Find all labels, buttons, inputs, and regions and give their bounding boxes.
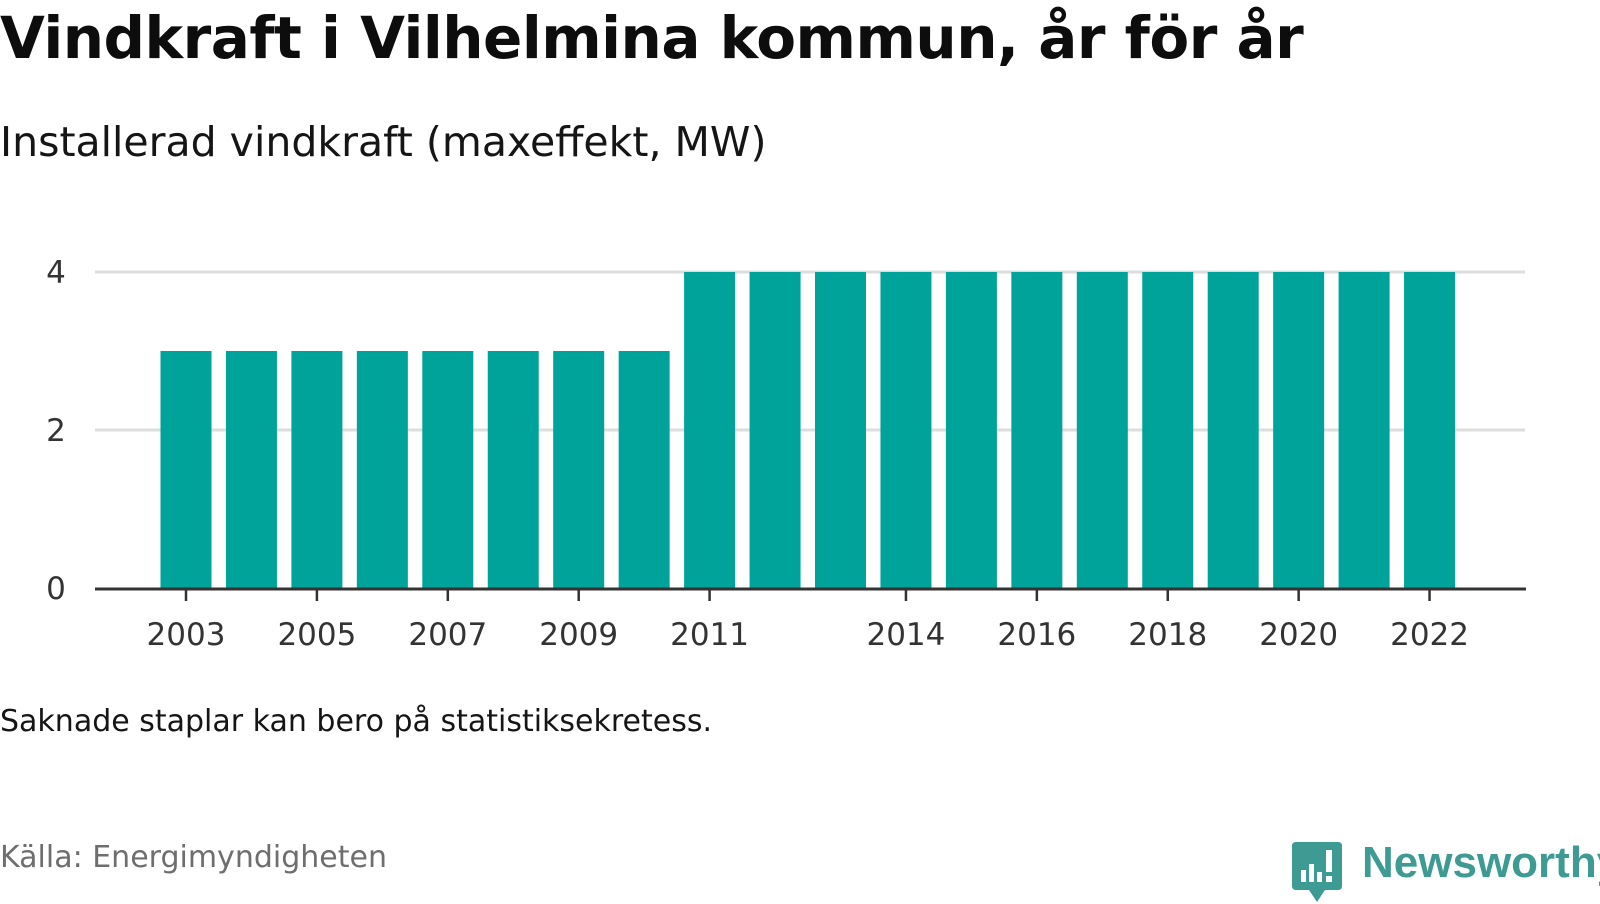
x-tick-label: 2018 [1128, 617, 1207, 653]
axes: 0 2 4 2003 2005 2007 2009 2011 2014 2016 2018 2020 2… [46, 255, 1526, 653]
bar-2021 [1338, 272, 1390, 588]
y-tick-label: 0 [46, 571, 66, 607]
bar-2013 [815, 272, 866, 588]
bar-2016 [1011, 272, 1063, 588]
bar-2006 [356, 351, 408, 588]
x-tick-label: 2003 [147, 617, 226, 653]
brand-name: Newsworthy [1362, 838, 1600, 887]
x-tick-label: 2005 [277, 617, 356, 653]
x-tick-label: 2011 [670, 617, 749, 653]
bar-2007 [422, 351, 474, 588]
bar-2014 [880, 272, 932, 588]
bar-2009 [553, 351, 605, 588]
bar-2018 [1142, 272, 1194, 588]
chart-subtitle: Installerad vindkraft (maxeffekt, MW) [0, 118, 767, 166]
bar-2003 [160, 351, 212, 588]
bars [160, 272, 1456, 588]
bar-2017 [1076, 272, 1128, 588]
bar-2011 [684, 272, 736, 588]
x-tick-label: 2022 [1390, 617, 1469, 653]
x-tick-label: 2007 [408, 617, 487, 653]
bar-2022 [1404, 272, 1456, 588]
x-tick-label: 2014 [866, 617, 945, 653]
bar-2019 [1207, 272, 1259, 588]
x-tick-label: 2020 [1259, 617, 1338, 653]
source-label: Källa: Energimyndigheten [0, 840, 387, 875]
chart-title: Vindkraft i Vilhelmina kommun, år för år [0, 4, 1304, 72]
x-tick-label: 2016 [997, 617, 1076, 653]
brand-logo: Newsworthy [1292, 838, 1600, 904]
bar-2005 [291, 351, 343, 588]
newsworthy-logo-icon [1292, 842, 1342, 902]
y-tick-label: 2 [46, 413, 66, 449]
bar-2008 [487, 351, 539, 588]
bar-2015 [945, 272, 997, 588]
x-tick-label: 2009 [539, 617, 618, 653]
y-tick-label: 4 [46, 255, 66, 291]
chart-note: Saknade staplar kan bero på statistiksek… [0, 704, 713, 739]
bar-2004 [225, 351, 277, 588]
bar-2020 [1273, 272, 1325, 588]
bar-2012 [749, 272, 801, 588]
bar-2010 [618, 351, 670, 588]
